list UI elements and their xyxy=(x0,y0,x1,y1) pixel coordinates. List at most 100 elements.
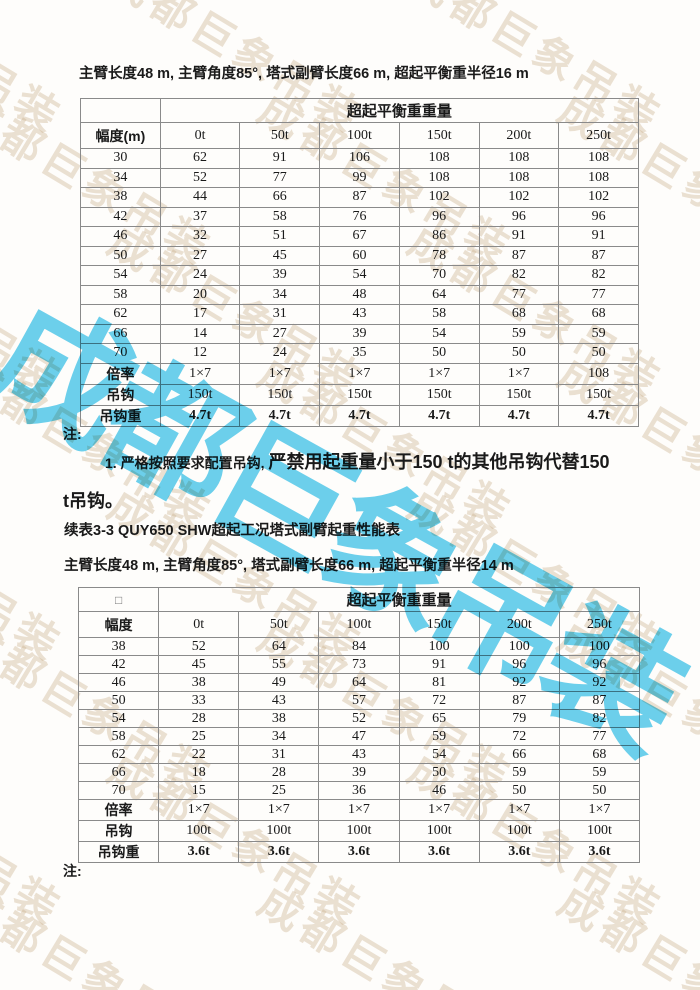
table-cell: 52 xyxy=(318,709,400,728)
table-cell: 1×7 xyxy=(239,362,321,385)
table-row: 70 12 24 35 50 50 50 xyxy=(80,343,639,364)
table-cell: 66 xyxy=(239,187,321,208)
table-cell: 3.6t xyxy=(558,841,641,863)
table-cell: 倍率 xyxy=(80,362,161,385)
table-cell: 51 xyxy=(239,226,321,247)
table-cell: 102 xyxy=(398,187,480,208)
table-cell: 59 xyxy=(478,763,560,782)
table-cell: 1×7 xyxy=(158,799,240,821)
table-row: 58 25 34 47 59 72 77 xyxy=(77,727,641,746)
table-cell: □ xyxy=(77,587,160,612)
table-cell: 12 xyxy=(159,343,241,364)
table-row: 吊钩 100t 100t 100t 100t 100t 100t xyxy=(77,820,641,842)
table-cell: 78 xyxy=(398,245,480,266)
table-cell: 100 xyxy=(558,637,641,656)
table-cell: 34 xyxy=(239,284,321,305)
table-cell: 49 xyxy=(238,673,320,692)
table-cell: 64 xyxy=(318,673,400,692)
table-row: 46 32 51 67 86 91 91 xyxy=(80,226,639,247)
table-cell: 59 xyxy=(478,323,560,344)
table-cell: 32 xyxy=(159,226,241,247)
capacity-table-16m: 超起平衡重重量 幅度(m) 0t 50t 100t 150t 200t 250t 30 62 91 1… xyxy=(80,98,640,427)
table-row: 倍率 1×7 1×7 1×7 1×7 1×7 1×7 xyxy=(77,799,641,821)
table-cell xyxy=(80,98,161,123)
table-cell: 31 xyxy=(238,745,320,764)
table-cell: 倍率 xyxy=(77,799,160,821)
table-cell: 58 xyxy=(80,284,161,305)
table-cell: 99 xyxy=(319,167,400,188)
table-row: 吊钩 150t 150t 150t 150t 150t 150t xyxy=(80,383,639,406)
table-cell: 59 xyxy=(558,763,641,782)
note1-label: 注: xyxy=(63,426,82,442)
table-row: 吊钩重 3.6t 3.6t 3.6t 3.6t 3.6t 3.6t xyxy=(77,841,641,863)
table-cell: 33 xyxy=(158,691,240,710)
table-cell: 38 xyxy=(238,709,320,728)
table-cell: 150t xyxy=(558,383,639,406)
table-cell: 50 xyxy=(478,343,560,364)
table-cell: 79 xyxy=(478,709,560,728)
table-cell: 62 xyxy=(80,304,161,325)
table-cell: 48 xyxy=(319,284,400,305)
capacity-table-14m: □ 超起平衡重重量 幅度 0t 50t 100t 150t 200t 250t 38 52 64 84 1… xyxy=(77,587,641,863)
table-cell: 87 xyxy=(558,691,641,710)
table-cell: 250t xyxy=(558,122,639,149)
table-cell: 3.6t xyxy=(158,841,240,863)
table-cell: 54 xyxy=(398,745,480,764)
table-row: 50 27 45 60 78 87 87 xyxy=(80,245,639,266)
table-cell: 66 xyxy=(77,763,160,782)
table-cell: 44 xyxy=(159,187,241,208)
table-cell: 70 xyxy=(80,343,161,364)
table-cell: 87 xyxy=(478,245,560,266)
table-cell: 62 xyxy=(77,745,160,764)
table-cell: 38 xyxy=(77,637,160,656)
table-cell: 39 xyxy=(319,323,400,344)
table-cell: 4.7t xyxy=(159,404,241,427)
table-cell: 76 xyxy=(319,206,400,227)
table-row: 66 14 27 39 54 59 59 xyxy=(80,323,639,344)
table-cell: 100t xyxy=(318,820,400,842)
table-cell: 54 xyxy=(398,323,480,344)
table-cell: 39 xyxy=(318,763,400,782)
table-cell: 25 xyxy=(238,781,320,800)
table-row: 倍率 1×7 1×7 1×7 1×7 1×7 108 xyxy=(80,362,639,385)
table-cell: 吊钩 xyxy=(80,383,161,406)
table-cell: 57 xyxy=(318,691,400,710)
table-cell: 77 xyxy=(558,284,639,305)
table-row: 42 45 55 73 91 96 96 xyxy=(77,655,641,674)
table-cell: 50 xyxy=(80,245,161,266)
table-cell: 100 xyxy=(478,637,560,656)
table-cell: 18 xyxy=(158,763,240,782)
table-cell: 15 xyxy=(158,781,240,800)
table-cell: 68 xyxy=(478,304,560,325)
table-cell: 108 xyxy=(558,148,639,169)
table-cell: 77 xyxy=(239,167,321,188)
table-cell: 1×7 xyxy=(398,362,480,385)
table-cell: 31 xyxy=(239,304,321,325)
table-cell: 54 xyxy=(77,709,160,728)
table-cell: 65 xyxy=(398,709,480,728)
table-row: 幅度 0t 50t 100t 150t 200t 250t xyxy=(77,611,641,638)
table-cell: 1×7 xyxy=(478,799,560,821)
table-cell: 1×7 xyxy=(478,362,560,385)
table-cell: 1×7 xyxy=(159,362,241,385)
note1-prefix: 1. 严格按照要求配置吊钩, xyxy=(105,455,265,471)
table-cell: 54 xyxy=(80,265,161,286)
table-cell: 67 xyxy=(319,226,400,247)
table-row: 38 44 66 87 102 102 102 xyxy=(80,187,639,208)
table-cell: 3.6t xyxy=(398,841,480,863)
table-cell: 28 xyxy=(158,709,240,728)
table-cell: 96 xyxy=(558,206,639,227)
table-cell: 96 xyxy=(398,206,480,227)
table-cell: 28 xyxy=(238,763,320,782)
table-cell: 100 xyxy=(398,637,480,656)
table-cell: 200t xyxy=(478,611,560,638)
table-cell: 0t xyxy=(158,611,240,638)
table-cell: 87 xyxy=(478,691,560,710)
table-row: 54 28 38 52 65 79 82 xyxy=(77,709,641,728)
table-cell: 45 xyxy=(158,655,240,674)
table-cell: 1×7 xyxy=(319,362,400,385)
table-cell: 55 xyxy=(238,655,320,674)
table-cell: 1×7 xyxy=(318,799,400,821)
table-cell: 36 xyxy=(318,781,400,800)
